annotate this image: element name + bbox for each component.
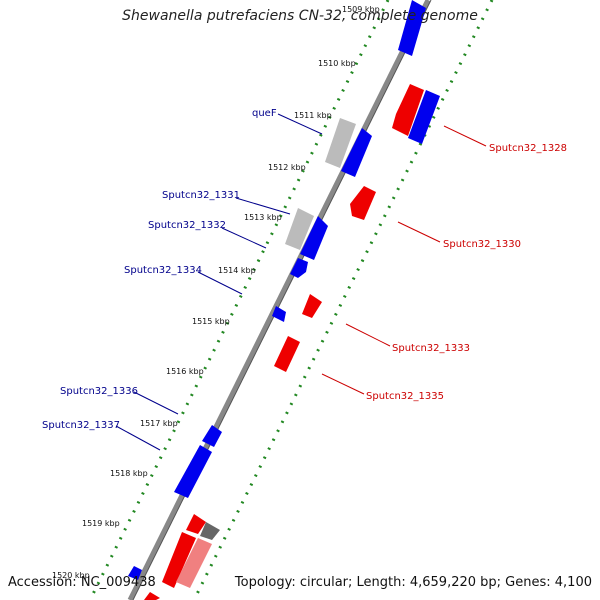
gene-label[interactable]: Sputcn32_1337: [42, 420, 120, 431]
gene-feature[interactable]: [274, 336, 300, 372]
genome-backbone: [127, 0, 431, 600]
labels-left: queF Sputcn32_1331 Sputcn32_1332 Sputcn3…: [42, 108, 277, 431]
inner-ruler: [88, 0, 390, 600]
accession-text: Accession: NC_009438: [8, 575, 156, 590]
gene-feature-rna[interactable]: [285, 208, 314, 250]
gene-label[interactable]: Sputcn32_1332: [148, 220, 226, 231]
gene-feature[interactable]: [186, 514, 206, 534]
gene-feature[interactable]: [302, 294, 322, 318]
gene-feature[interactable]: [272, 306, 286, 322]
kbp-tick-label: 1509 kbp: [342, 5, 380, 14]
genome-backbone-shadow: [132, 0, 432, 600]
gene-label[interactable]: queF: [252, 108, 277, 119]
kbp-tick-label: 1518 kbp: [110, 469, 148, 478]
gene-label[interactable]: Sputcn32_1330: [443, 239, 521, 250]
kbp-tick-label: 1514 kbp: [218, 266, 256, 275]
gene-feature[interactable]: [300, 216, 328, 260]
kbp-tick-label: 1515 kbp: [192, 317, 230, 326]
gene-label[interactable]: Sputcn32_1328: [489, 143, 567, 154]
outer-ruler: [192, 0, 494, 600]
kbp-tick-label: 1513 kbp: [244, 213, 282, 222]
gene-feature[interactable]: [350, 186, 376, 220]
gene-feature[interactable]: [128, 566, 142, 580]
forward-genes: [128, 0, 426, 580]
gene-label[interactable]: Sputcn32_1333: [392, 343, 470, 354]
kbp-tick-label: 1511 kbp: [294, 111, 332, 120]
gene-feature[interactable]: [290, 258, 308, 278]
gene-label[interactable]: Sputcn32_1331: [162, 190, 240, 201]
kbp-tick-label: 1516 kbp: [166, 367, 204, 376]
kbp-ticks: 1509 kbp 1510 kbp 1511 kbp 1512 kbp 1513…: [52, 5, 380, 580]
reverse-genes: [144, 84, 440, 600]
gene-feature[interactable]: [408, 90, 440, 144]
gene-feature-rna[interactable]: [176, 538, 212, 588]
left-leaders: [115, 113, 323, 451]
gene-feature[interactable]: [200, 522, 220, 540]
gene-feature[interactable]: [392, 84, 424, 136]
right-leaders: [321, 125, 487, 395]
kbp-tick-label: 1519 kbp: [82, 519, 120, 528]
gene-feature[interactable]: [202, 425, 222, 447]
kbp-tick-label: 1512 kbp: [268, 163, 306, 172]
gene-label[interactable]: Sputcn32_1334: [124, 265, 202, 276]
topology-text: Topology: circular; Length: 4,659,220 bp…: [234, 575, 592, 590]
map-title: Shewanella putrefaciens CN-32, complete …: [122, 8, 478, 24]
gene-feature-rna[interactable]: [325, 118, 356, 168]
gene-feature[interactable]: [341, 128, 372, 177]
kbp-tick-label: 1517 kbp: [140, 419, 178, 428]
kbp-tick-label: 1510 kbp: [318, 59, 356, 68]
gene-feature[interactable]: [174, 445, 212, 498]
gene-feature[interactable]: [398, 0, 426, 56]
gene-feature[interactable]: [162, 532, 196, 588]
gene-feature[interactable]: [144, 592, 160, 600]
gene-label[interactable]: Sputcn32_1336: [60, 386, 138, 397]
gene-label[interactable]: Sputcn32_1335: [366, 391, 444, 402]
kbp-tick-label: 1520 kbp: [52, 571, 90, 580]
labels-right: Sputcn32_1328 Sputcn32_1330 Sputcn32_133…: [366, 143, 567, 402]
